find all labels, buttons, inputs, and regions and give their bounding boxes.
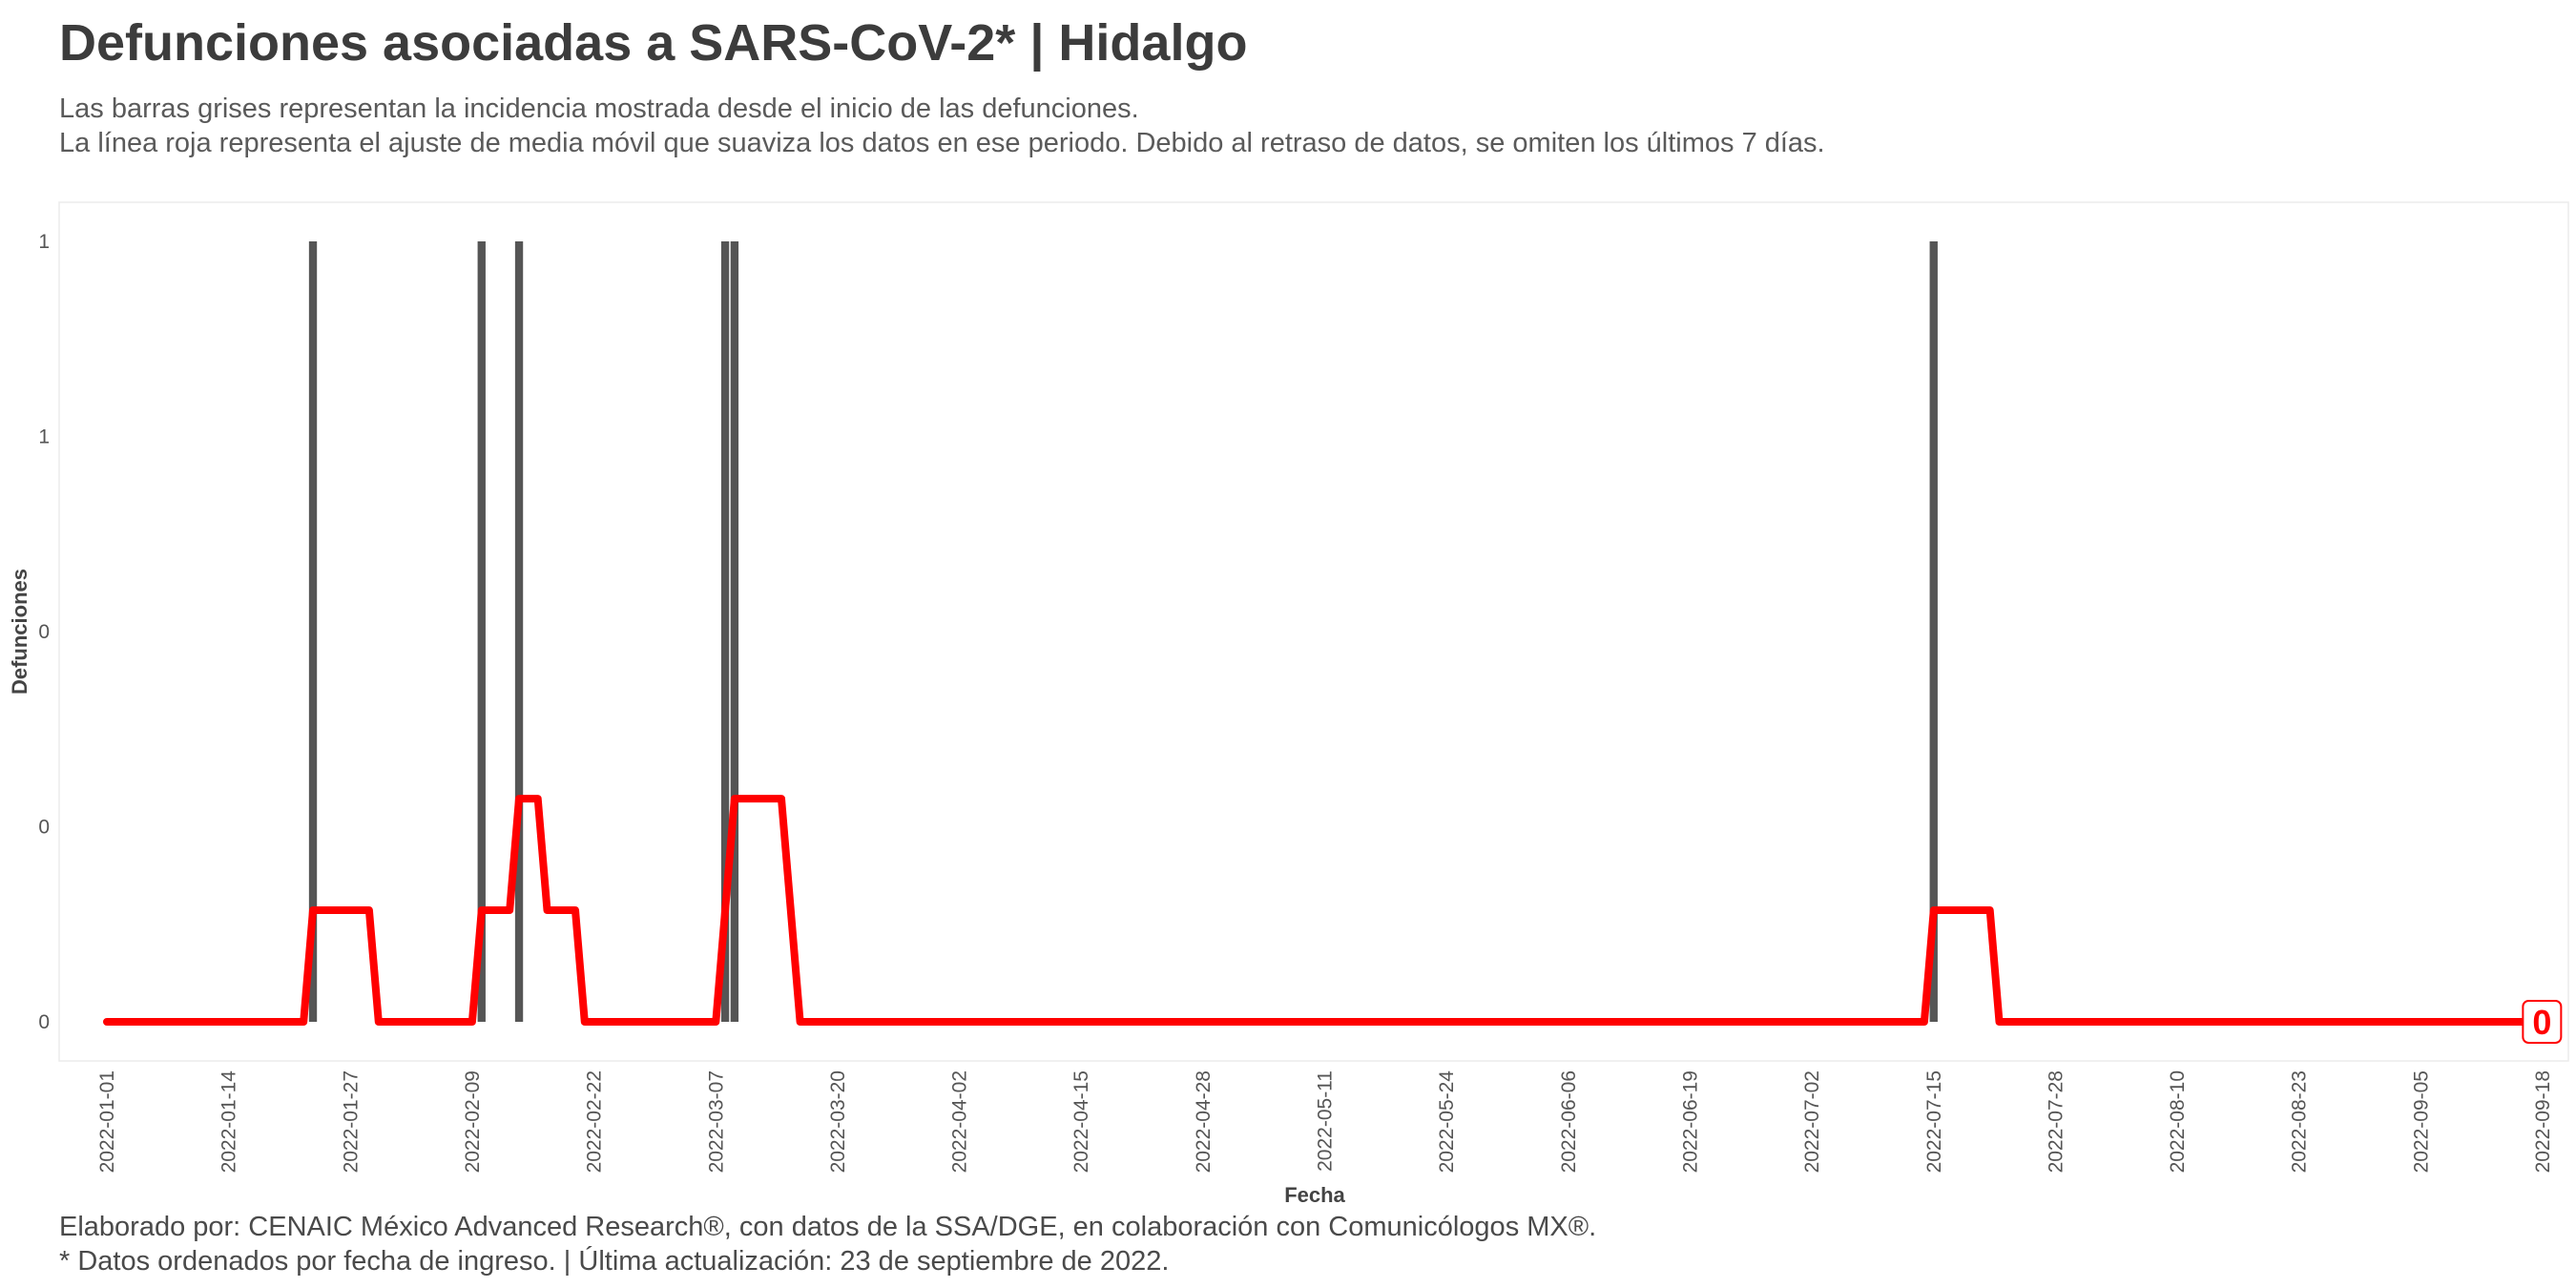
subtitle-line-2: La línea roja representa el ajuste de me… bbox=[59, 128, 1825, 158]
x-tick-label: 2022-02-09 bbox=[462, 1070, 484, 1173]
bar bbox=[308, 241, 318, 1022]
caption-line-2: * Datos ordenados por fecha de ingreso. … bbox=[59, 1246, 1170, 1277]
x-tick-label: 2022-09-05 bbox=[2410, 1070, 2432, 1173]
x-tick-label: 2022-03-07 bbox=[705, 1070, 727, 1173]
y-tick-label: 1 bbox=[38, 231, 50, 253]
moving-average-layer: 0 bbox=[103, 795, 2563, 1044]
x-tick-label: 2022-01-14 bbox=[218, 1070, 240, 1174]
x-tick-label: 2022-08-10 bbox=[2167, 1070, 2189, 1173]
caption-line-1: Elaborado por: CENAIC México Advanced Re… bbox=[59, 1212, 1597, 1242]
y-tick-label: 0 bbox=[38, 1011, 50, 1033]
y-tick-label: 0 bbox=[38, 817, 50, 839]
x-tick-label: 2022-09-18 bbox=[2532, 1070, 2554, 1173]
x-tick-label: 2022-05-11 bbox=[1315, 1070, 1337, 1172]
x-tick-label: 2022-07-28 bbox=[2045, 1070, 2067, 1173]
chart-subtitle: Las barras grises representan la inciden… bbox=[59, 92, 1825, 160]
x-tick-label: 2022-07-15 bbox=[1923, 1070, 1945, 1173]
chart-caption: Elaborado por: CENAIC México Advanced Re… bbox=[59, 1210, 1596, 1278]
x-tick-label: 2022-03-20 bbox=[827, 1070, 849, 1173]
x-tick-label: 2022-06-19 bbox=[1679, 1070, 1701, 1173]
moving-average-line bbox=[103, 795, 2528, 1026]
bar bbox=[730, 241, 739, 1022]
x-axis-ticks: 2022-01-01 2022-01-14 2022-01-27 2022-02-09… bbox=[96, 1070, 2554, 1174]
y-tick-label: 0 bbox=[38, 621, 50, 643]
x-tick-label: 2022-01-01 bbox=[96, 1070, 118, 1173]
x-tick-label: 2022-05-24 bbox=[1436, 1070, 1458, 1174]
y-tick-label: 1 bbox=[38, 426, 50, 448]
last-value-label: 0 bbox=[2532, 1003, 2551, 1042]
x-tick-label: 2022-04-02 bbox=[949, 1070, 971, 1173]
y-axis-ticks: 0 0 0 1 1 bbox=[38, 231, 50, 1033]
x-tick-label: 2022-08-23 bbox=[2289, 1070, 2311, 1173]
x-tick-label: 2022-02-22 bbox=[584, 1070, 606, 1173]
subtitle-line-1: Las barras grises representan la inciden… bbox=[59, 93, 1139, 124]
bar bbox=[514, 241, 524, 1022]
x-tick-label: 2022-07-02 bbox=[1801, 1070, 1823, 1173]
bar bbox=[1929, 241, 1938, 1022]
x-tick-label: 2022-01-27 bbox=[340, 1070, 362, 1173]
x-tick-label: 2022-06-06 bbox=[1558, 1070, 1580, 1173]
chart-title: Defunciones asociadas a SARS-CoV-2* | Hi… bbox=[59, 14, 1248, 72]
bars-layer bbox=[308, 241, 1938, 1022]
y-axis-title: Defunciones bbox=[8, 569, 31, 695]
bar bbox=[477, 241, 486, 1022]
x-tick-label: 2022-04-15 bbox=[1070, 1070, 1092, 1173]
bar bbox=[720, 241, 730, 1022]
x-axis-title: Fecha bbox=[1284, 1183, 1345, 1207]
plot-panel bbox=[58, 201, 2569, 1062]
x-tick-label: 2022-04-28 bbox=[1193, 1070, 1215, 1173]
last-value-label-box bbox=[2522, 1000, 2563, 1044]
